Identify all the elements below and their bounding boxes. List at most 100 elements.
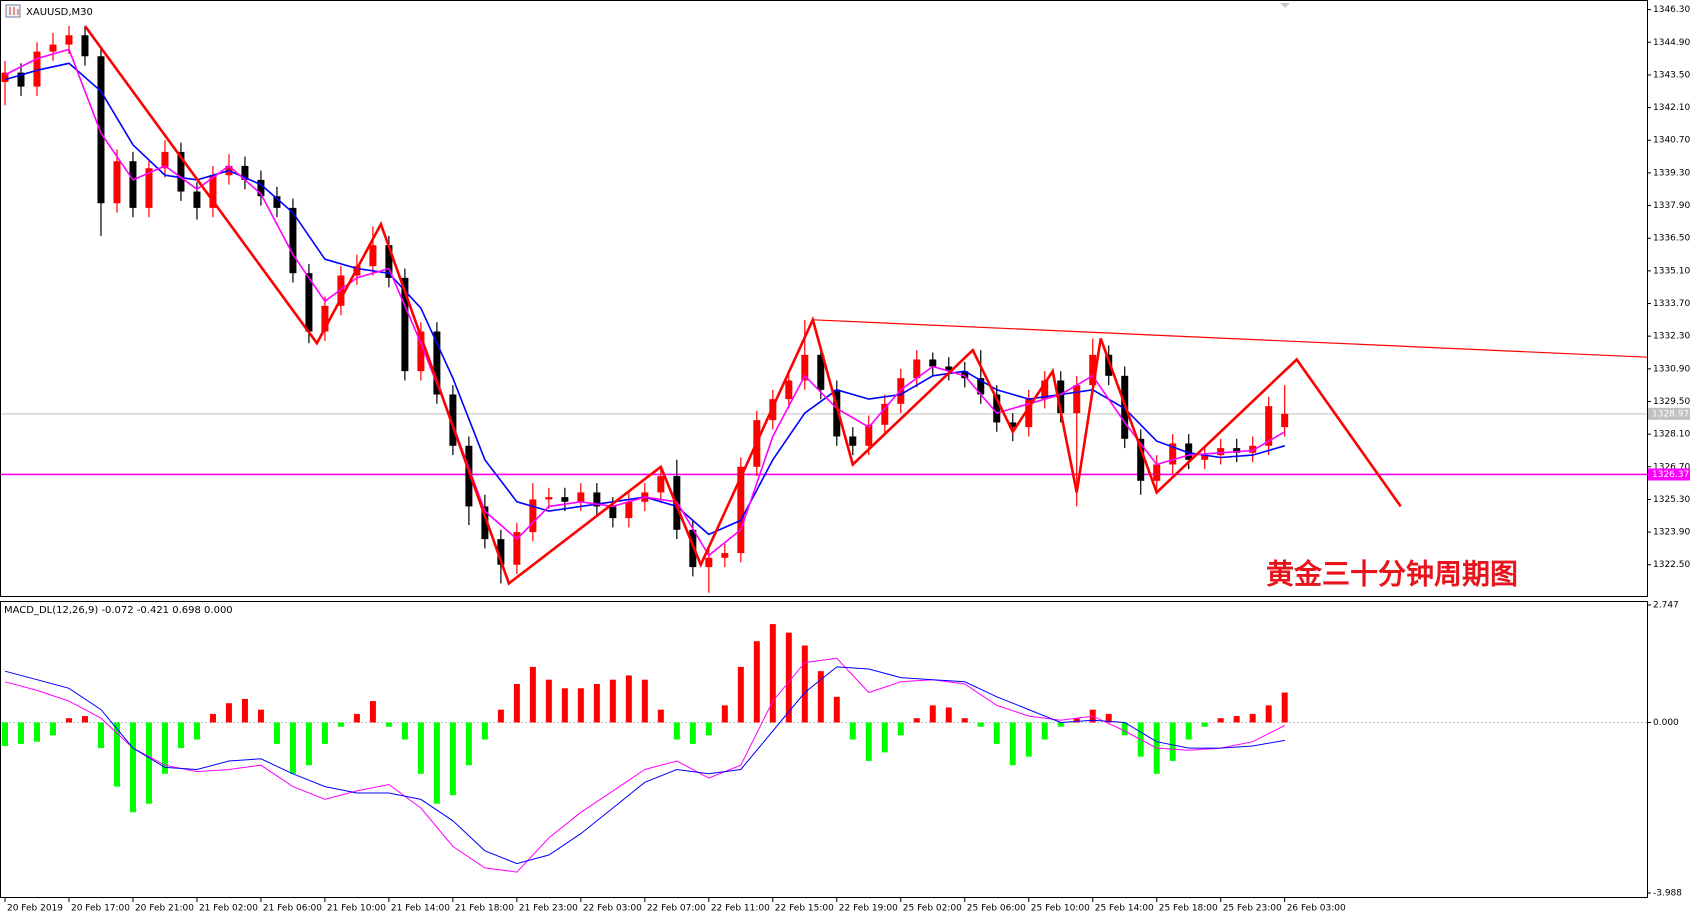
x-tick-label: 21 Feb 18:00 <box>455 904 514 914</box>
x-tick-label: 22 Feb 03:00 <box>583 904 642 914</box>
histogram-bar <box>705 722 712 736</box>
candle-body <box>273 196 281 208</box>
candle-body <box>1073 385 1081 414</box>
histogram-bar <box>1233 716 1240 723</box>
symbol-icon <box>5 4 21 18</box>
y-tick-label: 2.747 <box>1653 601 1679 611</box>
histogram-bar <box>497 709 504 723</box>
candle-body <box>785 380 793 400</box>
x-tick-label: 25 Feb 10:00 <box>1031 904 1090 914</box>
histogram-bar <box>817 671 824 723</box>
candle-body <box>561 497 569 502</box>
line <box>812 319 1648 358</box>
macd-frame <box>0 601 1648 898</box>
x-tick-label: 20 Feb 21:00 <box>135 904 194 914</box>
histogram-bar <box>193 722 200 740</box>
price-tag <box>1648 468 1690 481</box>
histogram-bar <box>929 705 936 723</box>
candle-body <box>849 436 857 446</box>
candle-body <box>17 72 25 87</box>
histogram-bar <box>337 722 344 727</box>
histogram-bar <box>1169 722 1176 761</box>
histogram-bar <box>897 722 904 736</box>
x-tick-label: 20 Feb 2019 <box>7 904 63 914</box>
histogram-bar <box>177 722 184 749</box>
y-tick-label: 1344.90 <box>1653 38 1690 48</box>
candle-body <box>1249 445 1257 453</box>
histogram-bar <box>561 688 568 723</box>
candle-body <box>1169 443 1177 465</box>
histogram-bar <box>289 722 296 774</box>
candle-body <box>401 277 409 372</box>
candle-body <box>65 35 73 45</box>
y-tick-label: 1328.10 <box>1653 430 1690 440</box>
x-tick-label: 25 Feb 06:00 <box>967 904 1026 914</box>
histogram-bar <box>513 683 520 723</box>
candle-body <box>945 366 953 372</box>
histogram-bar <box>865 722 872 761</box>
y-tick-label: 1330.90 <box>1653 364 1690 374</box>
histogram-bar <box>433 722 440 804</box>
y-tick-label: 1326.70 <box>1653 462 1690 472</box>
histogram-bar <box>689 722 696 744</box>
histogram-bar <box>401 722 408 740</box>
candle-body <box>625 501 633 519</box>
histogram-bar <box>241 698 248 723</box>
histogram-bar <box>1073 718 1080 723</box>
y-tick-label: 1335.10 <box>1653 266 1690 276</box>
candle-body <box>593 492 601 507</box>
candle-body <box>257 179 265 197</box>
histogram-bar <box>593 683 600 723</box>
candle-body <box>993 394 1001 423</box>
candle-body <box>1089 354 1097 386</box>
candle-body <box>385 245 393 278</box>
y-tick-label: -3.988 <box>1653 889 1682 899</box>
histogram-bar <box>209 713 216 723</box>
candle-body <box>1041 380 1049 400</box>
candle-body <box>1105 354 1113 376</box>
y-tick-label: 1332.30 <box>1653 332 1690 342</box>
candle-body <box>721 553 729 558</box>
x-tick-label: 21 Feb 23:00 <box>519 904 578 914</box>
x-tick-label: 21 Feb 10:00 <box>327 904 386 914</box>
candle-body <box>1281 413 1289 428</box>
x-tick-label: 21 Feb 02:00 <box>199 904 258 914</box>
y-tick-label: 1333.70 <box>1653 299 1690 309</box>
price-tag-label: 1328.97 <box>1652 409 1689 419</box>
histogram-bar <box>65 718 72 723</box>
candle-body <box>1 72 9 82</box>
candle-body <box>1265 406 1273 446</box>
main-panel: 1346.30 1344.90 1343.50 1342.10 1340.70 1339.… <box>1 5 1690 593</box>
candle-body <box>801 354 809 381</box>
histogram-bar <box>945 707 952 723</box>
x-tick-label: 22 Feb 07:00 <box>647 904 706 914</box>
histogram-bar <box>1057 722 1064 727</box>
candle-body <box>161 151 169 169</box>
x-tick-label: 20 Feb 17:00 <box>71 904 130 914</box>
y-tick-label: 1336.50 <box>1653 234 1690 244</box>
y-tick-label: 1323.90 <box>1653 528 1690 538</box>
candle-body <box>1185 443 1193 460</box>
y-tick-label: 1337.90 <box>1653 201 1690 211</box>
candle-body <box>609 506 617 519</box>
y-tick-label: 1342.10 <box>1653 103 1690 113</box>
candle-body <box>1009 422 1017 428</box>
macd-panel: 2.747 0.000 -3.988 <box>1 601 1682 899</box>
x-tick-label: 21 Feb 06:00 <box>263 904 322 914</box>
candle-body <box>865 424 873 446</box>
histogram-bar <box>529 666 536 723</box>
histogram-bar <box>1281 692 1288 723</box>
histogram-bar <box>481 722 488 740</box>
x-tick-label: 25 Feb 14:00 <box>1095 904 1154 914</box>
candle-body <box>433 331 441 395</box>
histogram-bar <box>1009 722 1016 766</box>
candle-body <box>881 403 889 425</box>
x-tick-label: 26 Feb 03:00 <box>1287 904 1346 914</box>
histogram-bar <box>33 722 40 742</box>
line <box>83 25 1402 586</box>
histogram-bar <box>769 624 776 723</box>
candle-body <box>817 354 825 390</box>
histogram-bar <box>129 722 136 813</box>
y-tick-label: 1343.50 <box>1653 70 1690 80</box>
